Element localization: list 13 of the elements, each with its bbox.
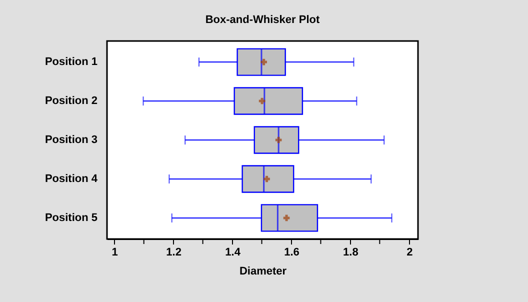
y-tick-label: Position 2 <box>44 95 98 108</box>
y-tick-label: Position 4 <box>44 172 98 185</box>
x-tick-label: 1.4 <box>225 246 242 258</box>
chart-title: Box-and-Whisker Plot <box>205 14 320 26</box>
x-tick-label: 1.8 <box>343 246 358 258</box>
x-tick-label: 1 <box>112 246 118 258</box>
x-tick-label: 1.6 <box>284 246 300 258</box>
y-tick-label: Position 1 <box>44 56 98 68</box>
x-tick-label: 2 <box>406 246 413 258</box>
x-tick-label: 1.2 <box>166 246 182 258</box>
y-tick-label: Position 3 <box>44 134 98 146</box>
y-tick-label: Position 5 <box>44 212 98 224</box>
x-axis-title: Diameter <box>239 266 288 278</box>
